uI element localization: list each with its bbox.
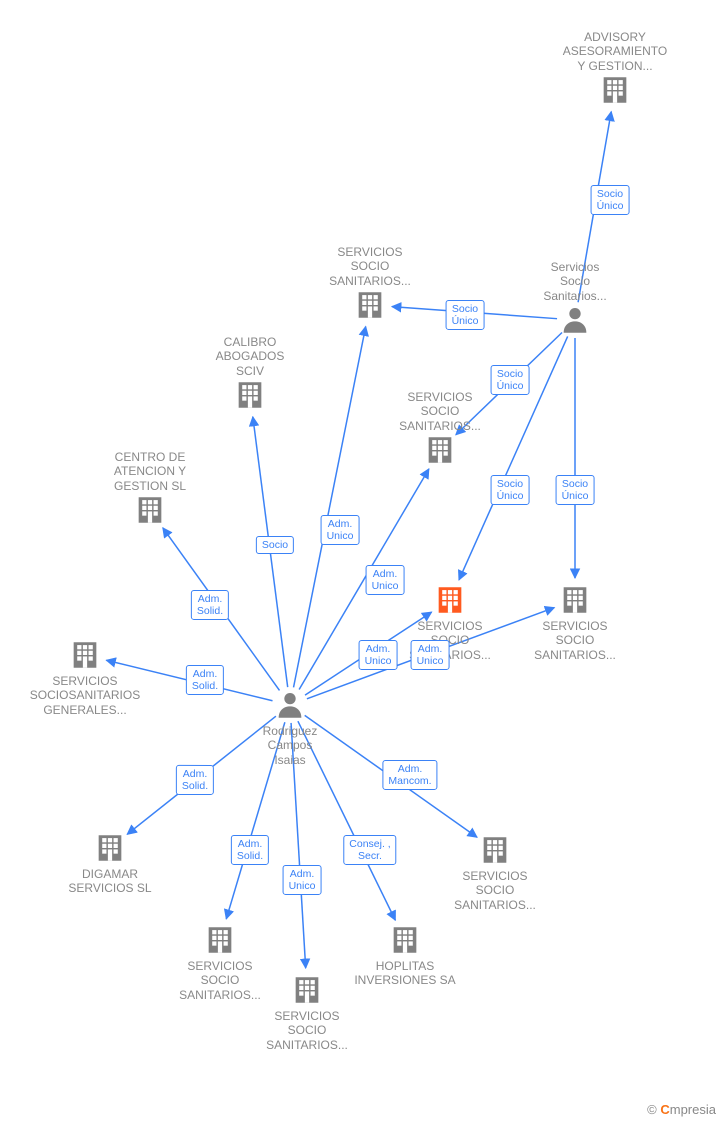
edge-label: Adm. Solid. (231, 835, 269, 865)
node-label: CENTRO DE ATENCION Y GESTION SL (85, 450, 215, 493)
company-node[interactable]: SERVICIOS SOCIO SANITARIOS... (375, 388, 505, 467)
node-label: CALIBRO ABOGADOS SCIV (185, 335, 315, 378)
company-node[interactable]: CENTRO DE ATENCION Y GESTION SL (85, 448, 215, 527)
edge-label: Socio Único (556, 475, 595, 505)
watermark-brand-c: C (660, 1102, 669, 1117)
company-node[interactable]: SERVICIOS SOCIO SANITARIOS... (305, 243, 435, 322)
edge-label: Socio Único (446, 300, 485, 330)
company-node[interactable]: DIGAMAR SERVICIOS SL (45, 831, 175, 896)
node-label: SERVICIOS SOCIO SANITARIOS... (305, 245, 435, 288)
person-node[interactable]: Rodriguez Campos Isaias (225, 688, 355, 767)
edge-label: Adm. Unico (283, 865, 322, 895)
edge-label: Socio Único (491, 475, 530, 505)
edge-label: Adm. Solid. (186, 665, 224, 695)
node-label: SERVICIOS SOCIO SANITARIOS... (430, 869, 560, 912)
company-node[interactable]: SERVICIOS SOCIO SANITARIOS... (385, 583, 515, 662)
company-node[interactable]: SERVICIOS SOCIOSANITARIOS GENERALES... (20, 638, 150, 717)
company-node[interactable]: HOPLITAS INVERSIONES SA (340, 923, 470, 988)
node-label: Rodriguez Campos Isaias (225, 724, 355, 767)
edge-label: Adm. Solid. (191, 590, 229, 620)
node-label: SERVICIOS SOCIO SANITARIOS... (385, 619, 515, 662)
company-node[interactable]: CALIBRO ABOGADOS SCIV (185, 333, 315, 412)
node-label: SERVICIOS SOCIO SANITARIOS... (510, 619, 640, 662)
node-label: SERVICIOS SOCIOSANITARIOS GENERALES... (20, 674, 150, 717)
watermark-copyright: © (647, 1102, 657, 1117)
node-label: SERVICIOS SOCIO SANITARIOS... (242, 1009, 372, 1052)
node-label: ADVISORY ASESORAMIENTO Y GESTION... (550, 30, 680, 73)
edge-label: Adm. Unico (321, 515, 360, 545)
person-node[interactable]: Servicios Socio Sanitarios... (510, 258, 640, 337)
node-label: Servicios Socio Sanitarios... (510, 260, 640, 303)
edge-label: Adm. Mancom. (382, 760, 437, 790)
edge-label: Adm. Unico (359, 640, 398, 670)
company-node[interactable]: ADVISORY ASESORAMIENTO Y GESTION... (550, 28, 680, 107)
edge-label: Adm. Unico (366, 565, 405, 595)
edge-label: Socio (256, 536, 294, 554)
company-node[interactable]: SERVICIOS SOCIO SANITARIOS... (510, 583, 640, 662)
edge-label: Adm. Unico (411, 640, 450, 670)
node-label: SERVICIOS SOCIO SANITARIOS... (375, 390, 505, 433)
edge-label: Socio Único (491, 365, 530, 395)
node-label: DIGAMAR SERVICIOS SL (45, 867, 175, 896)
company-node[interactable]: SERVICIOS SOCIO SANITARIOS... (430, 833, 560, 912)
watermark-brand-rest: mpresia (670, 1102, 716, 1117)
watermark: © Cmpresia (647, 1102, 716, 1117)
node-label: HOPLITAS INVERSIONES SA (340, 959, 470, 988)
edge-label: Adm. Solid. (176, 765, 214, 795)
edge-label: Socio Único (591, 185, 630, 215)
edge-label: Consej. , Secr. (343, 835, 396, 865)
